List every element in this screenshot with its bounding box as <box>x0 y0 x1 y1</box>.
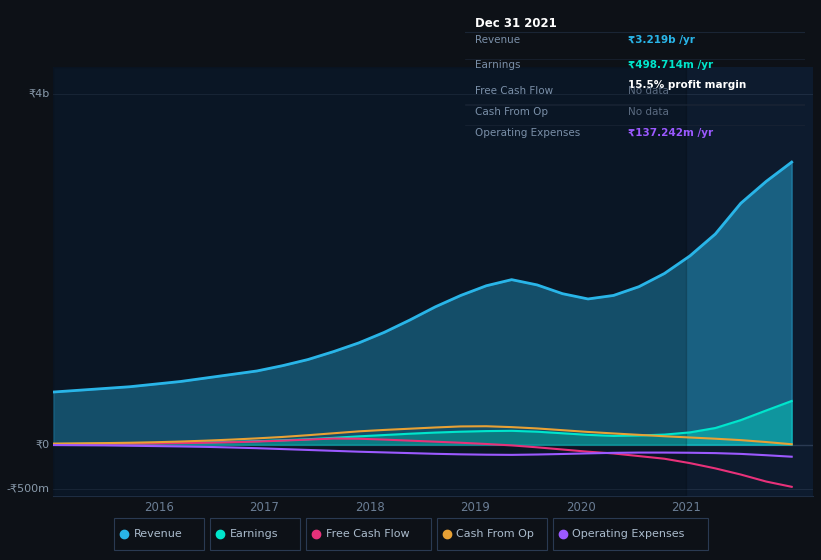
Text: 15.5% profit margin: 15.5% profit margin <box>628 80 746 90</box>
Text: -₹500m: -₹500m <box>7 484 49 493</box>
Text: Operating Expenses: Operating Expenses <box>572 529 685 539</box>
Text: Earnings: Earnings <box>230 529 278 539</box>
Text: Dec 31 2021: Dec 31 2021 <box>475 17 557 30</box>
Text: Revenue: Revenue <box>134 529 182 539</box>
Text: Revenue: Revenue <box>475 35 521 45</box>
Text: ₹498.714m /yr: ₹498.714m /yr <box>628 60 713 71</box>
Text: Cash From Op: Cash From Op <box>475 106 548 116</box>
Text: Free Cash Flow: Free Cash Flow <box>325 529 409 539</box>
Text: ₹3.219b /yr: ₹3.219b /yr <box>628 35 695 45</box>
Text: ₹137.242m /yr: ₹137.242m /yr <box>628 128 713 138</box>
Bar <box>53 67 686 496</box>
Text: ₹0: ₹0 <box>35 440 49 450</box>
Text: Operating Expenses: Operating Expenses <box>475 128 580 138</box>
Text: No data: No data <box>628 106 669 116</box>
Text: Earnings: Earnings <box>475 60 521 71</box>
Text: Cash From Op: Cash From Op <box>456 529 534 539</box>
Text: No data: No data <box>628 86 669 96</box>
Text: Free Cash Flow: Free Cash Flow <box>475 86 553 96</box>
Text: ₹4b: ₹4b <box>28 88 49 99</box>
